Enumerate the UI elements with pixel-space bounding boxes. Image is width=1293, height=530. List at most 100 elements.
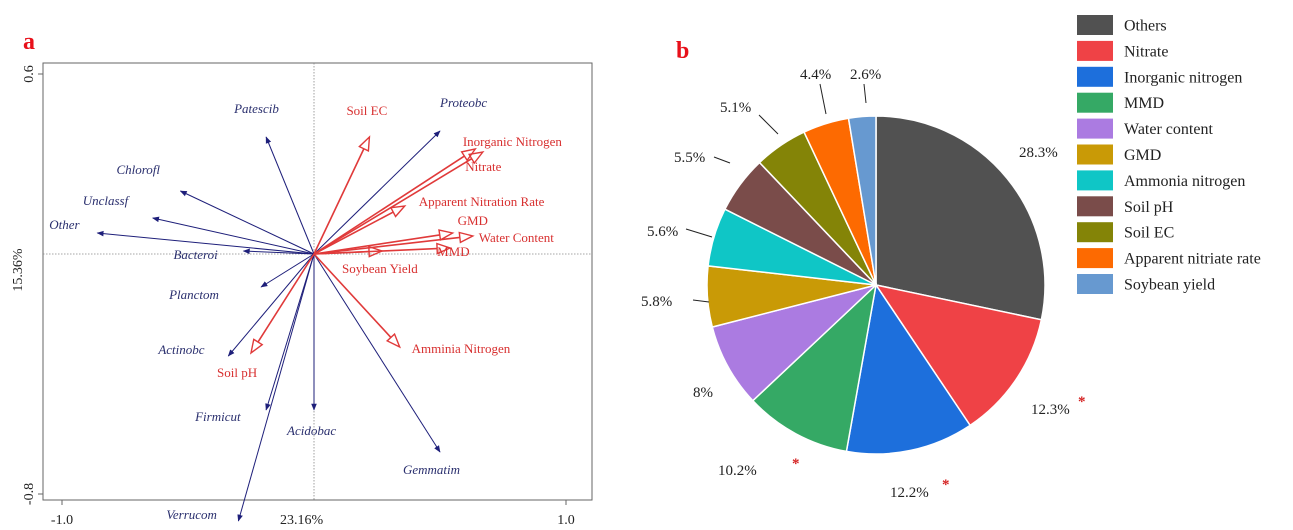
species-arrow <box>265 136 315 255</box>
species-arrow <box>179 190 315 255</box>
legend-label: Apparent nitriate rate <box>1124 251 1261 268</box>
pie-chart-panel: b 28.3% 12.3% * 12.2% * 10.2% * 8% 5.8% 5.6% 5.5% 5… <box>641 15 1261 501</box>
species-label: Patescib <box>233 101 279 116</box>
pie-value-label: 5.8% <box>641 294 672 310</box>
species-label: Firmicut <box>194 409 241 424</box>
env-arrowhead <box>385 332 402 349</box>
leader-line <box>692 299 710 303</box>
y-axis-label: 15.36% <box>11 248 26 292</box>
env-arrow <box>313 148 365 255</box>
species-label: Proteobc <box>439 95 487 110</box>
legend-label: Ammonia nitrogen <box>1124 173 1245 190</box>
legend-label: Nitrate <box>1124 43 1168 60</box>
pie-slice <box>847 115 877 286</box>
species-arrow <box>313 253 441 453</box>
species-label: Acidobac <box>286 423 336 438</box>
pie-value-label: 4.4% <box>800 67 831 83</box>
pie-value-label: 28.3% <box>1019 145 1058 161</box>
environment-arrows: Soil EC Inorganic Nitrogen Nitrate Apparent… <box>217 103 562 380</box>
pie-slice <box>845 283 972 455</box>
leader-line <box>758 114 779 135</box>
pie-slice <box>751 282 878 453</box>
legend-swatch <box>1077 274 1113 294</box>
legend-swatch <box>1077 40 1113 61</box>
legend-swatch <box>1077 66 1113 87</box>
env-arrowhead <box>468 150 485 165</box>
env-label: Inorganic Nitrogen <box>463 134 563 149</box>
env-arrow <box>313 158 473 255</box>
env-arrow <box>313 155 465 255</box>
env-label: Water Content <box>479 230 555 245</box>
species-label: Unclassf <box>83 193 131 208</box>
env-label: Soybean Yield <box>342 261 418 276</box>
species-label: Actinobc <box>157 342 204 357</box>
env-arrowhead <box>436 242 453 255</box>
legend-label: Inorganic nitrogen <box>1124 69 1242 86</box>
env-arrowhead <box>249 338 264 355</box>
leader-line <box>819 83 827 115</box>
legend-swatch <box>1077 170 1113 191</box>
env-arrowhead <box>460 147 477 162</box>
leader-line <box>685 228 713 238</box>
significance-star: * <box>942 477 950 493</box>
legend-label: Water content <box>1124 121 1213 138</box>
legend-label: GMD <box>1124 147 1161 164</box>
axis-ticks: -1.0 1.0 0.6 -0.8 <box>22 65 575 528</box>
legend-label: MMD <box>1124 95 1164 112</box>
y-tick-label: -0.8 <box>22 483 37 505</box>
env-arrow <box>313 250 370 255</box>
pie-value-label: 2.6% <box>850 67 881 83</box>
pie-value-label: 5.1% <box>720 100 751 116</box>
significance-star: * <box>792 456 800 472</box>
pie-slice <box>874 283 1043 427</box>
species-arrow <box>237 253 315 522</box>
legend: Others Nitrate Inorganic nitrogen MMD Water … <box>1077 15 1261 294</box>
leader-line <box>713 156 731 164</box>
species-label: Verrucom <box>166 507 217 522</box>
species-arrow <box>227 253 315 357</box>
panel-a-label: a <box>23 29 35 55</box>
env-arrowhead <box>389 205 407 218</box>
species-arrow <box>242 248 315 255</box>
pie-value-label: 10.2% <box>718 463 757 479</box>
species-arrow <box>152 216 315 255</box>
plot-frame <box>42 62 593 501</box>
legend-swatch <box>1077 144 1113 165</box>
env-label: Apparent Nitration Rate <box>419 194 545 209</box>
pie <box>706 115 1046 455</box>
leader-line <box>863 83 867 104</box>
legend-swatch <box>1077 118 1113 139</box>
species-arrow <box>265 253 315 411</box>
significance-star: * <box>1078 394 1086 410</box>
env-arrowhead <box>368 245 384 258</box>
legend-swatch <box>1077 222 1113 243</box>
x-tick-label: -1.0 <box>51 513 73 528</box>
env-label: MMD <box>437 244 470 259</box>
env-label: Amminia Nitrogen <box>412 341 511 356</box>
env-arrow <box>257 253 315 343</box>
species-label: Gemmatim <box>403 462 460 477</box>
env-label: Soil pH <box>217 365 257 380</box>
species-label: Bacteroi <box>173 247 218 262</box>
env-arrow <box>313 253 392 338</box>
pie-value-label: 5.6% <box>647 224 678 240</box>
species-label: Planctom <box>168 287 219 302</box>
legend-label: Soybean yield <box>1124 277 1215 294</box>
env-arrow <box>313 211 394 255</box>
pie-slice <box>875 115 1046 321</box>
y-tick-label: 0.6 <box>22 65 37 83</box>
species-arrow <box>260 253 315 288</box>
pie-value-label: 5.5% <box>674 150 705 166</box>
species-label: Other <box>49 217 80 232</box>
env-label: GMD <box>458 213 488 228</box>
env-arrowhead <box>458 231 475 244</box>
legend-label: Others <box>1124 18 1167 35</box>
legend-label: Soil pH <box>1124 199 1174 216</box>
legend-swatch <box>1077 196 1113 217</box>
pie-labels: 28.3% 12.3% * 12.2% * 10.2% * 8% 5.8% 5.6% 5.5% 5.1… <box>641 67 1086 501</box>
env-label: Soil EC <box>346 103 387 118</box>
legend-swatch <box>1077 15 1113 35</box>
panel-b-label: b <box>676 38 689 64</box>
legend-label: Soil EC <box>1124 225 1174 242</box>
